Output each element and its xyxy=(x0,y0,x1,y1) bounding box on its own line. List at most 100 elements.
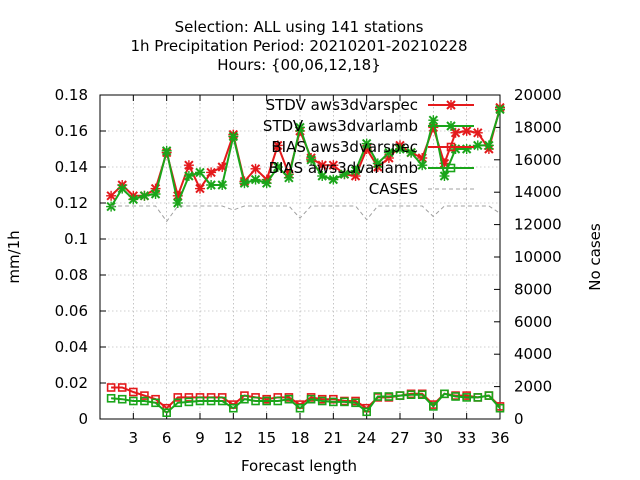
legend-marker xyxy=(446,142,456,152)
data-point xyxy=(295,403,305,413)
data-point xyxy=(461,144,472,154)
title-line: Hours: {00,06,12,18} xyxy=(217,56,381,74)
data-point xyxy=(450,127,461,138)
data-point xyxy=(106,190,117,201)
y-tick-label: 0.02 xyxy=(55,374,88,392)
x-tick-label: 36 xyxy=(490,429,509,447)
data-point xyxy=(173,393,183,402)
data-point xyxy=(417,390,427,400)
x-tick-label: 18 xyxy=(290,429,309,447)
x-axis-label: Forecast length xyxy=(241,457,357,475)
y2-tick-label: 0 xyxy=(514,410,524,428)
data-point xyxy=(150,189,161,199)
data-point xyxy=(439,171,450,181)
data-point xyxy=(283,172,294,183)
data-point xyxy=(472,140,483,151)
data-point xyxy=(472,127,483,138)
data-point xyxy=(217,180,228,190)
data-point xyxy=(117,394,127,404)
data-point xyxy=(106,201,117,212)
data-point xyxy=(129,396,138,406)
data-point xyxy=(350,165,361,176)
data-point xyxy=(351,398,360,408)
data-point xyxy=(317,160,328,171)
x-tick-label: 33 xyxy=(457,429,476,447)
data-point xyxy=(184,397,194,407)
data-point xyxy=(295,122,305,133)
data-point xyxy=(250,163,261,174)
data-point xyxy=(239,178,250,189)
data-point xyxy=(328,174,339,185)
data-point xyxy=(206,396,216,406)
x-tick-label: 30 xyxy=(424,429,443,447)
data-point xyxy=(417,160,428,171)
data-point xyxy=(229,403,238,413)
legend-marker xyxy=(446,100,456,110)
data-point xyxy=(473,393,483,402)
x-tick-label: 15 xyxy=(257,429,276,447)
data-point xyxy=(395,144,405,154)
y-tick-label: 0.1 xyxy=(64,230,88,248)
data-point xyxy=(495,403,505,413)
y2-tick-label: 20000 xyxy=(514,86,562,104)
series-line xyxy=(111,205,501,223)
x-tick-label: 24 xyxy=(357,429,376,447)
y-tick-label: 0 xyxy=(78,410,88,428)
legend-label: CASES xyxy=(369,180,418,198)
data-point xyxy=(117,383,127,392)
data-point xyxy=(106,383,116,392)
y2-tick-label: 12000 xyxy=(514,216,562,234)
legend-label: BIAS aws3dvarlamb xyxy=(269,159,418,177)
data-point xyxy=(384,392,394,401)
legend-label: STDV aws3dvarspec xyxy=(266,96,418,114)
y2-tick-label: 14000 xyxy=(514,183,562,201)
data-point xyxy=(251,396,260,406)
y2-axis-label: No cases xyxy=(586,223,604,291)
data-point xyxy=(317,171,328,181)
data-point xyxy=(340,397,349,407)
series-group xyxy=(106,102,505,418)
x-tick-label: 21 xyxy=(324,429,343,447)
data-point xyxy=(195,167,205,178)
y-tick-label: 0.14 xyxy=(55,158,88,176)
x-tick-label: 6 xyxy=(162,429,172,447)
data-point xyxy=(262,396,271,406)
data-point xyxy=(161,145,172,156)
data-point xyxy=(273,396,283,406)
y-tick-label: 0.06 xyxy=(55,302,88,320)
y-tick-label: 0.04 xyxy=(55,338,88,356)
data-point xyxy=(140,396,149,406)
y2-tick-label: 6000 xyxy=(514,313,552,331)
y-tick-label: 0.12 xyxy=(55,194,88,212)
y2-tick-label: 4000 xyxy=(514,345,552,363)
legend: STDV aws3dvarspec STDV aws3dvarlamb BIAS a… xyxy=(263,96,474,198)
data-point xyxy=(272,162,283,172)
data-point xyxy=(162,408,171,418)
data-point xyxy=(429,402,438,411)
data-point xyxy=(250,174,261,185)
series-cases xyxy=(111,205,501,223)
data-point xyxy=(129,387,138,397)
data-point xyxy=(195,396,205,406)
legend-marker xyxy=(446,121,456,131)
title-line: Selection: ALL using 141 stations xyxy=(175,18,424,36)
data-point xyxy=(183,160,194,171)
data-point xyxy=(484,391,494,400)
series-line xyxy=(110,109,501,208)
data-point xyxy=(240,394,249,404)
data-point xyxy=(140,391,149,400)
data-point xyxy=(362,407,371,417)
data-point xyxy=(306,394,316,404)
title-line: 1h Precipitation Period: 20210201-202102… xyxy=(130,37,467,55)
data-point xyxy=(462,393,471,402)
data-point xyxy=(461,126,472,136)
x-tick-label: 12 xyxy=(224,429,243,447)
data-point xyxy=(450,144,461,154)
legend-marker xyxy=(446,163,456,173)
y-axis-label: mm/1h xyxy=(5,230,23,283)
data-point xyxy=(317,396,327,406)
data-point xyxy=(117,183,128,194)
data-point xyxy=(395,391,405,400)
data-point xyxy=(406,390,416,400)
